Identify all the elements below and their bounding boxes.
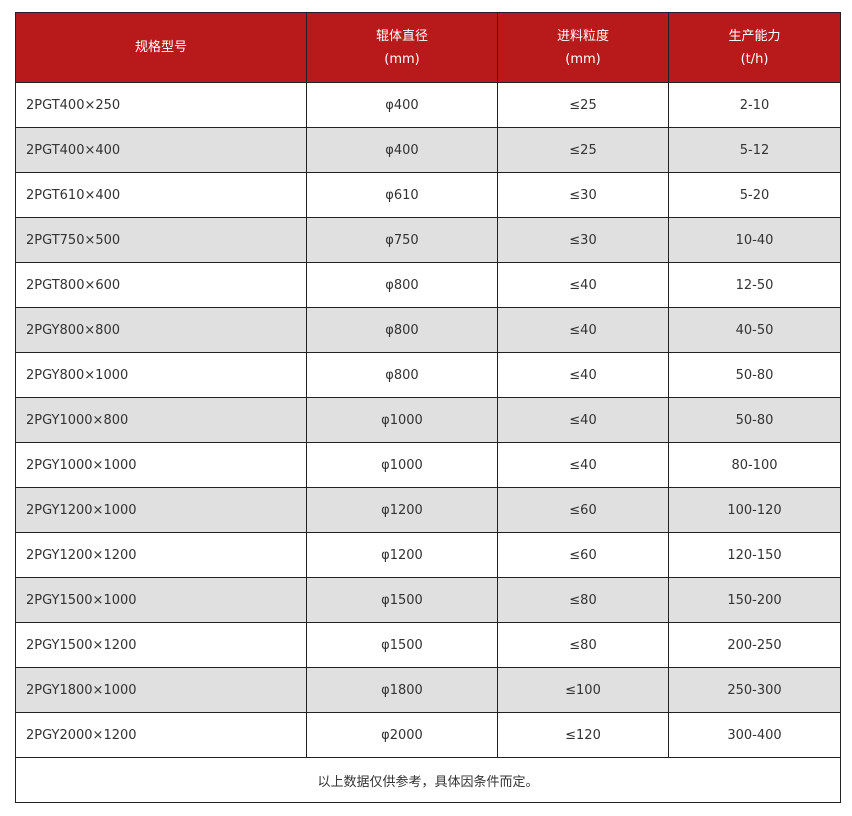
cell-feed-size: ≤40 (497, 397, 669, 443)
header-model: 规格型号 (15, 12, 307, 83)
cell-capacity: 10-40 (668, 217, 841, 263)
cell-capacity: 150-200 (668, 577, 841, 623)
cell-model: 2PGT800×600 (15, 262, 307, 308)
cell-model: 2PGY1500×1200 (15, 622, 307, 668)
table-row: 2PGT610×400 φ610 ≤30 5-20 (15, 172, 841, 218)
table-row: 2PGY1200×1200 φ1200 ≤60 120-150 (15, 532, 841, 578)
cell-feed-size: ≤40 (497, 442, 669, 488)
cell-capacity: 100-120 (668, 487, 841, 533)
table-row: 2PGY2000×1200 φ2000 ≤120 300-400 (15, 712, 841, 758)
cell-roller-diameter: φ1200 (306, 487, 498, 533)
header-feed-size: 进料粒度 (mm) (497, 12, 669, 83)
cell-model: 2PGY1200×1200 (15, 532, 307, 578)
cell-feed-size: ≤80 (497, 577, 669, 623)
table-row: 2PGY1000×800 φ1000 ≤40 50-80 (15, 397, 841, 443)
cell-feed-size: ≤40 (497, 262, 669, 308)
cell-capacity: 5-12 (668, 127, 841, 173)
header-unit: (mm) (384, 51, 420, 67)
cell-roller-diameter: φ800 (306, 307, 498, 353)
note-row: 以上数据仅供参考，具体因条件而定。 (15, 757, 841, 803)
cell-feed-size: ≤40 (497, 352, 669, 398)
header-label: 生产能力 (728, 28, 781, 44)
cell-roller-diameter: φ1800 (306, 667, 498, 713)
cell-roller-diameter: φ1500 (306, 622, 498, 668)
cell-model: 2PGY800×800 (15, 307, 307, 353)
cell-feed-size: ≤120 (497, 712, 669, 758)
cell-roller-diameter: φ610 (306, 172, 498, 218)
cell-roller-diameter: φ2000 (306, 712, 498, 758)
table-row: 2PGY800×1000 φ800 ≤40 50-80 (15, 352, 841, 398)
header-unit: (mm) (565, 51, 601, 67)
cell-roller-diameter: φ750 (306, 217, 498, 263)
cell-feed-size: ≤100 (497, 667, 669, 713)
cell-capacity: 300-400 (668, 712, 841, 758)
cell-roller-diameter: φ1500 (306, 577, 498, 623)
cell-roller-diameter: φ1000 (306, 397, 498, 443)
cell-model: 2PGT610×400 (15, 172, 307, 218)
cell-capacity: 2-10 (668, 82, 841, 128)
cell-capacity: 5-20 (668, 172, 841, 218)
cell-model: 2PGY1000×1000 (15, 442, 307, 488)
cell-roller-diameter: φ1200 (306, 532, 498, 578)
cell-model: 2PGT400×250 (15, 82, 307, 128)
cell-capacity: 250-300 (668, 667, 841, 713)
header-label: 辊体直径 (375, 28, 428, 44)
table-row: 2PGY1500×1000 φ1500 ≤80 150-200 (15, 577, 841, 623)
cell-roller-diameter: φ400 (306, 127, 498, 173)
cell-model: 2PGY800×1000 (15, 352, 307, 398)
cell-model: 2PGY2000×1200 (15, 712, 307, 758)
cell-feed-size: ≤40 (497, 307, 669, 353)
note: 以上数据仅供参考，具体因条件而定。 (15, 757, 841, 803)
cell-feed-size: ≤30 (497, 172, 669, 218)
cell-roller-diameter: φ1000 (306, 442, 498, 488)
cell-roller-diameter: φ800 (306, 262, 498, 308)
cell-feed-size: ≤60 (497, 532, 669, 578)
cell-model: 2PGY1000×800 (15, 397, 307, 443)
table-row: 2PGT750×500 φ750 ≤30 10-40 (15, 217, 841, 263)
header-label: 规格型号 (134, 40, 187, 55)
cell-capacity: 50-80 (668, 352, 841, 398)
table-row: 2PGY800×800 φ800 ≤40 40-50 (15, 307, 841, 353)
spec-table: 规格型号 辊体直径 (mm) 进料粒度 (mm) 生产能力 (t/h) 2PGT400… (15, 12, 841, 803)
cell-feed-size: ≤25 (497, 82, 669, 128)
cell-feed-size: ≤25 (497, 127, 669, 173)
table-row: 2PGT400×250 φ400 ≤25 2-10 (15, 82, 841, 128)
cell-feed-size: ≤80 (497, 622, 669, 668)
cell-roller-diameter: φ400 (306, 82, 498, 128)
cell-capacity: 50-80 (668, 397, 841, 443)
table-row: 2PGT400×400 φ400 ≤25 5-12 (15, 127, 841, 173)
header-unit: (t/h) (740, 51, 769, 67)
cell-model: 2PGT400×400 (15, 127, 307, 173)
cell-capacity: 120-150 (668, 532, 841, 578)
cell-model: 2PGY1800×1000 (15, 667, 307, 713)
header-capacity: 生产能力 (t/h) (668, 12, 841, 83)
table-row: 2PGY1000×1000 φ1000 ≤40 80-100 (15, 442, 841, 488)
table-row: 2PGY1800×1000 φ1800 ≤100 250-300 (15, 667, 841, 713)
cell-roller-diameter: φ800 (306, 352, 498, 398)
cell-feed-size: ≤30 (497, 217, 669, 263)
table-row: 2PGY1500×1200 φ1500 ≤80 200-250 (15, 622, 841, 668)
header-roller-diameter: 辊体直径 (mm) (306, 12, 498, 83)
header-label: 进料粒度 (556, 28, 609, 44)
cell-capacity: 40-50 (668, 307, 841, 353)
cell-capacity: 80-100 (668, 442, 841, 488)
cell-model: 2PGY1500×1000 (15, 577, 307, 623)
header-row: 规格型号 辊体直径 (mm) 进料粒度 (mm) 生产能力 (t/h) (15, 12, 841, 83)
cell-model: 2PGT750×500 (15, 217, 307, 263)
cell-model: 2PGY1200×1000 (15, 487, 307, 533)
cell-capacity: 200-250 (668, 622, 841, 668)
cell-feed-size: ≤60 (497, 487, 669, 533)
table-row: 2PGT800×600 φ800 ≤40 12-50 (15, 262, 841, 308)
table-row: 2PGY1200×1000 φ1200 ≤60 100-120 (15, 487, 841, 533)
cell-capacity: 12-50 (668, 262, 841, 308)
